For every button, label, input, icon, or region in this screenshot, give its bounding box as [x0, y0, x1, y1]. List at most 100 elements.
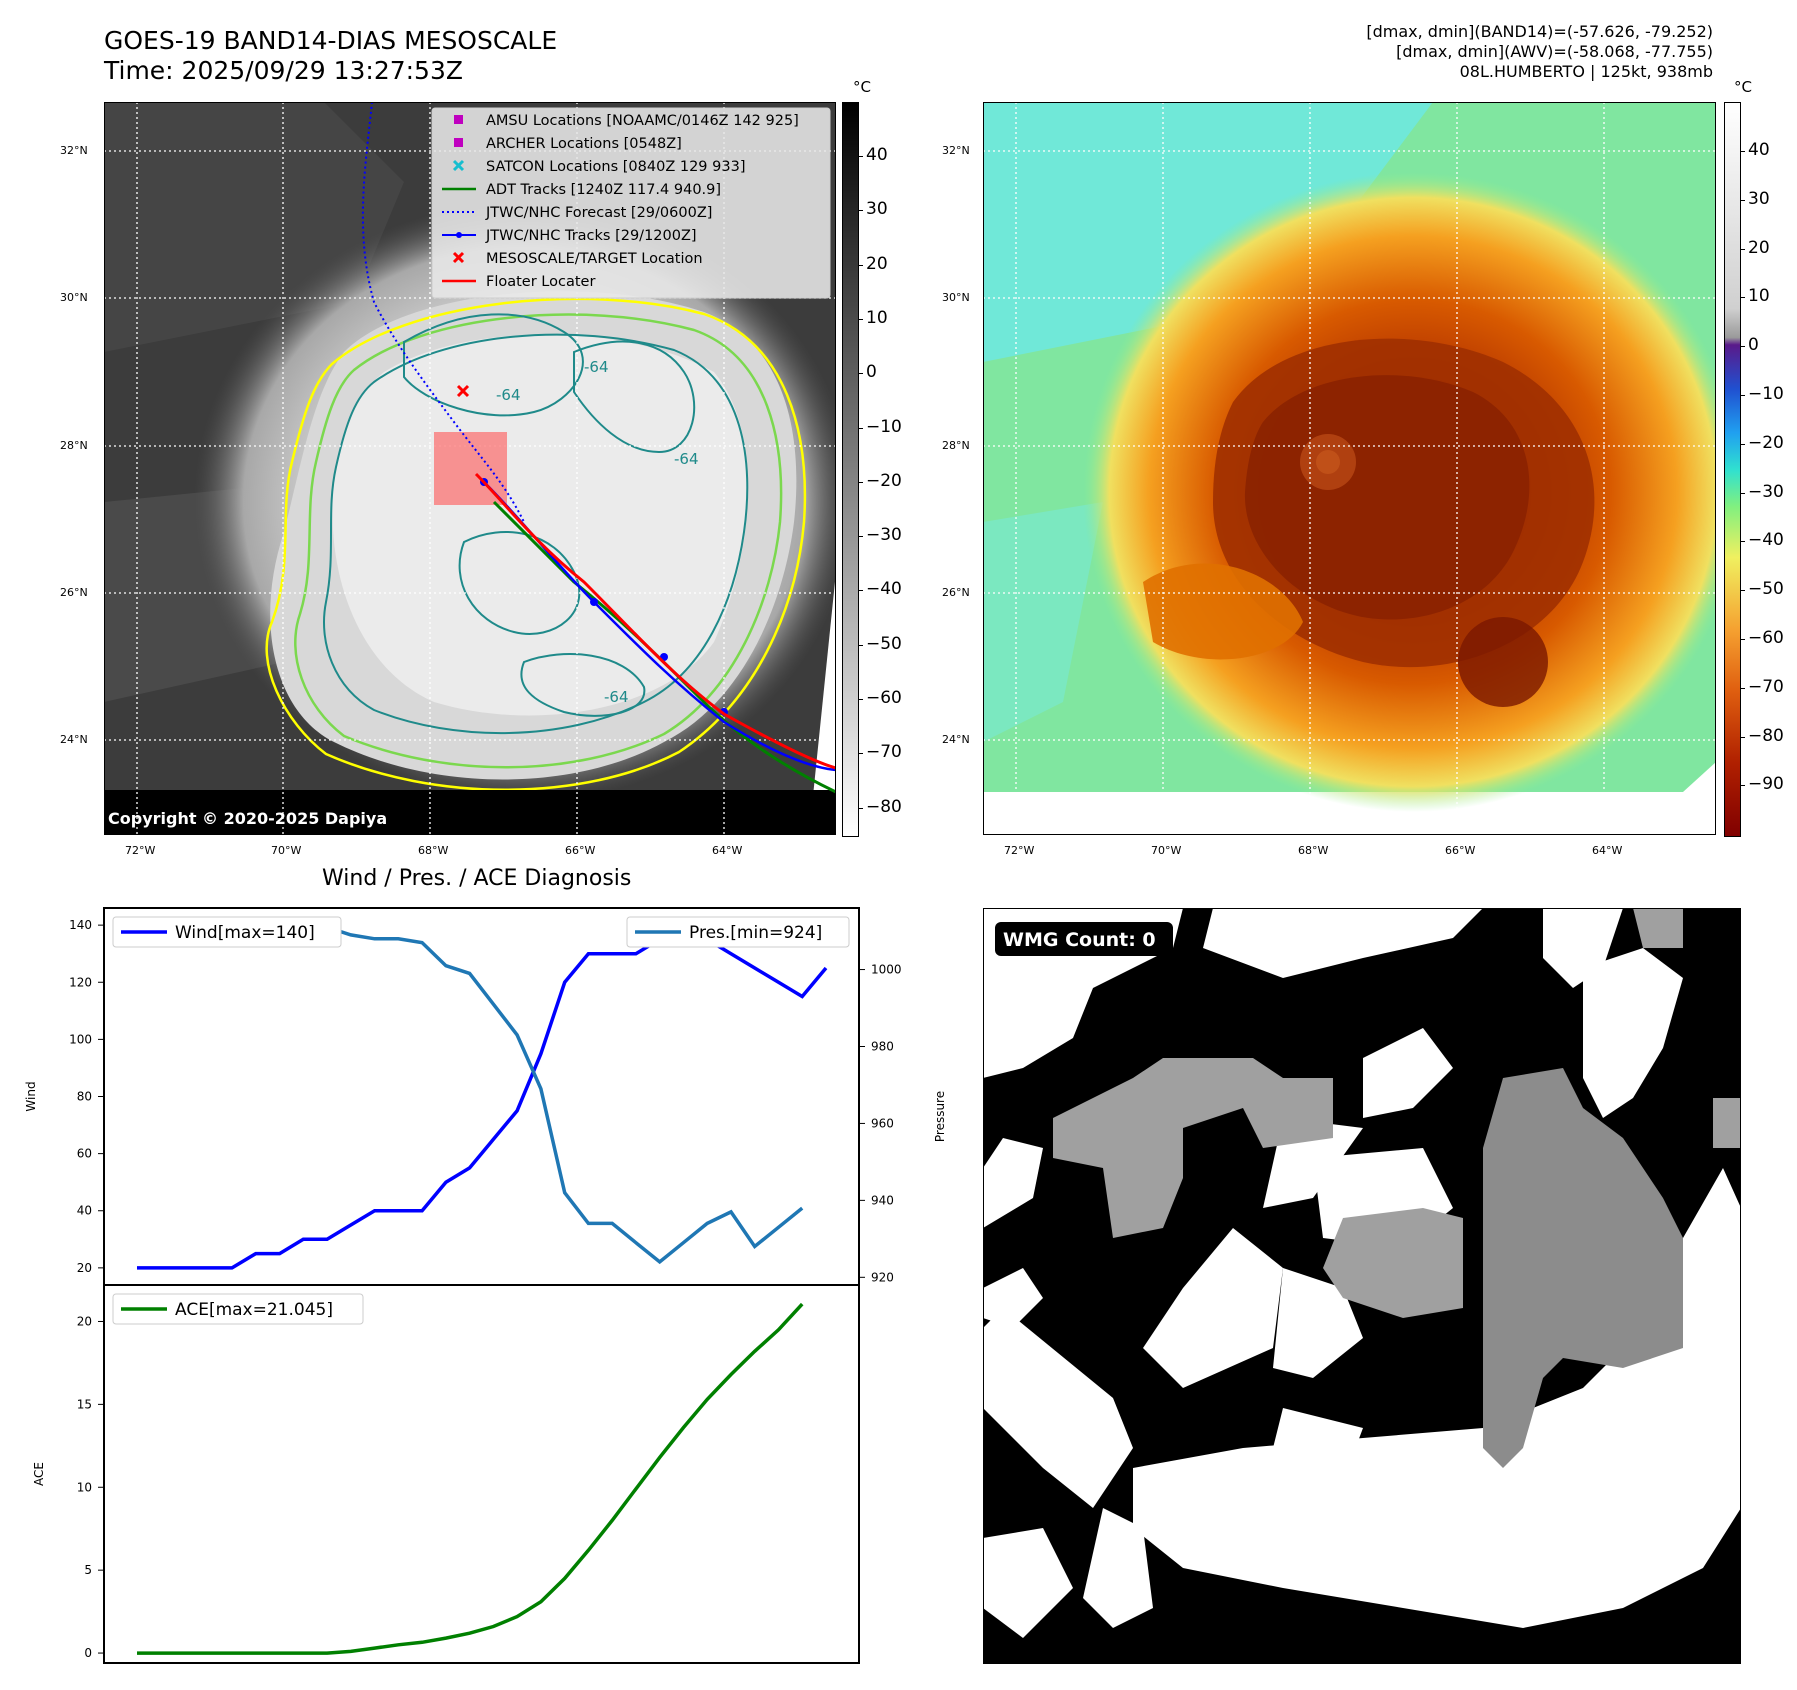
legend-item: AMSU Locations [NOAAMC/0146Z 142 925] — [454, 113, 799, 129]
legend-marker — [454, 115, 463, 124]
colorbar-tick — [1740, 151, 1745, 152]
info-block: [dmax, dmin](BAND14)=(-57.626, -79.252) … — [1366, 22, 1713, 82]
lon-label: 72°W — [125, 844, 156, 857]
colorbar-tick — [858, 318, 863, 320]
colorbar-unit: °C — [1734, 78, 1752, 96]
contour-label: -64 — [674, 450, 699, 468]
lon-label: 70°W — [1151, 844, 1182, 857]
colorbar-tick-label: 20 — [1748, 237, 1770, 258]
ace-tick-label: 15 — [77, 1397, 92, 1411]
pressure-axis-label: Pressure — [933, 1091, 947, 1142]
contour-green — [294, 313, 783, 769]
lat-label: 30°N — [942, 291, 970, 304]
colorbar-tick — [1740, 248, 1745, 250]
info-awv: [dmax, dmin](AWV)=(-58.068, -77.755) — [1396, 42, 1713, 61]
colorbar-tick — [1740, 541, 1745, 543]
colorbar-tick — [858, 590, 863, 592]
colorbar-tick-label: −70 — [866, 742, 902, 763]
ace-axes — [103, 1284, 860, 1664]
wind-tick-label: 120 — [69, 975, 92, 989]
legend-label: AMSU Locations [NOAAMC/0146Z 142 925] — [486, 113, 799, 129]
legend-marker — [454, 138, 463, 147]
lat-label: 32°N — [60, 144, 88, 157]
colorbar-tick-label: −90 — [1748, 774, 1784, 795]
colorbar-tick-label: −80 — [1748, 725, 1784, 746]
lat-label: 32°N — [942, 144, 970, 157]
wmg-white-regions — [983, 908, 1741, 1638]
legend-item: MESOSCALE/TARGET Location — [452, 251, 703, 267]
colorbar-tick-label: 20 — [866, 253, 888, 274]
legend-label: MESOSCALE/TARGET Location — [486, 251, 703, 267]
colorbar-tick-label: −40 — [866, 579, 902, 600]
ir-map-panel: -64 -64 -64 -64 — [103, 101, 854, 836]
colorbar-tick — [1740, 736, 1745, 738]
colorbar-tick — [858, 210, 863, 212]
lat-label: 30°N — [60, 291, 88, 304]
pressure-tick-label: 920 — [871, 1270, 894, 1284]
info-band14: [dmax, dmin](BAND14)=(-57.626, -79.252) — [1366, 22, 1713, 41]
gray-colorbar — [842, 102, 859, 837]
wind-tick-label: 140 — [69, 918, 92, 932]
colorbar-tick — [858, 753, 863, 755]
colorbar-tick-label: −80 — [866, 796, 902, 817]
wind-tick-label: 100 — [69, 1032, 92, 1046]
enhanced-map-panel — [982, 101, 1743, 836]
ace-legend: ACE[max=21.045] — [112, 1293, 364, 1325]
contour-yellow — [265, 297, 807, 791]
diagnosis-chart: 20 40 60 80 100 120 140 920 940 960 980 1000 0 5 10 15 2… — [24, 907, 947, 1664]
colorbar-tick — [1740, 590, 1745, 592]
floater-track — [474, 472, 837, 770]
pressure-tick-label: 960 — [871, 1116, 894, 1130]
colorbar-tick-label: −20 — [1748, 432, 1784, 453]
colorbar-tick-label: 30 — [1748, 188, 1770, 209]
colorbar-tick-label: 10 — [866, 307, 888, 328]
forecast-track — [361, 101, 525, 523]
ace-tick-label: 0 — [84, 1646, 92, 1660]
colorbar-tick-label: −20 — [866, 470, 902, 491]
wind-tick-label: 20 — [77, 1261, 92, 1275]
copyright-text: Copyright © 2020-2025 Dapiya — [108, 809, 387, 828]
ace-tick-label: 5 — [84, 1563, 92, 1577]
colorbar-tick-label: 0 — [1748, 335, 1759, 356]
lon-label: 72°W — [1004, 844, 1035, 857]
legend-label: SATCON Locations [0840Z 129 933] — [486, 159, 745, 175]
figure-title: GOES-19 BAND14-DIAS MESOSCALE — [104, 26, 558, 55]
colorbar-tick-label: 0 — [866, 362, 877, 383]
legend-label: ADT Tracks [1240Z 117.4 940.9] — [486, 182, 721, 198]
colorbar-tick — [1740, 687, 1745, 689]
lon-label: 70°W — [271, 844, 302, 857]
wmg-map: WMG Count: 0 — [982, 907, 1742, 1665]
ace-tick-label: 20 — [77, 1314, 92, 1328]
colorbar-tick — [858, 427, 863, 429]
copyright-bar — [104, 790, 836, 835]
pressure-tick-label: 1000 — [871, 963, 902, 977]
wind-legend: Wind[max=140] — [112, 916, 342, 948]
contour-label: -64 — [584, 358, 609, 376]
colorbar-tick-label: −60 — [1748, 628, 1784, 648]
colorbar-tick-label: −40 — [1748, 530, 1784, 551]
colorbar-tick — [1740, 297, 1745, 299]
lon-label: 68°W — [1298, 844, 1329, 857]
ace-series-line — [137, 1302, 804, 1655]
pressure-legend: Pres.[min=924] — [626, 916, 850, 948]
lat-label: 26°N — [942, 586, 970, 599]
legend-item: ARCHER Locations [0548Z] — [454, 136, 682, 152]
info-storm: 08L.HUMBERTO | 125kt, 938mb — [1459, 62, 1713, 81]
lon-label: 66°W — [1445, 844, 1476, 857]
colorbar-tick-label: 10 — [1748, 286, 1770, 307]
legend-label: Wind[max=140] — [175, 923, 315, 943]
enhanced-map — [982, 101, 1743, 836]
colorbar-tick — [1740, 492, 1745, 494]
colorbar-unit: °C — [853, 78, 871, 96]
legend-label: Floater Locater — [486, 274, 595, 290]
legend-label: Pres.[min=924] — [689, 923, 822, 943]
lat-label: 28°N — [60, 439, 88, 452]
colorbar-tick-label: −30 — [866, 525, 902, 546]
colorbar-tick — [1740, 395, 1745, 396]
wind-axis-label: Wind — [24, 1081, 38, 1111]
colorbar-tick — [1740, 199, 1745, 201]
colorbar-tick-label: 30 — [866, 199, 888, 220]
colorbar-tick — [858, 481, 863, 483]
colorbar-tick-label: 40 — [866, 145, 888, 165]
colorbar-tick — [1740, 346, 1745, 348]
